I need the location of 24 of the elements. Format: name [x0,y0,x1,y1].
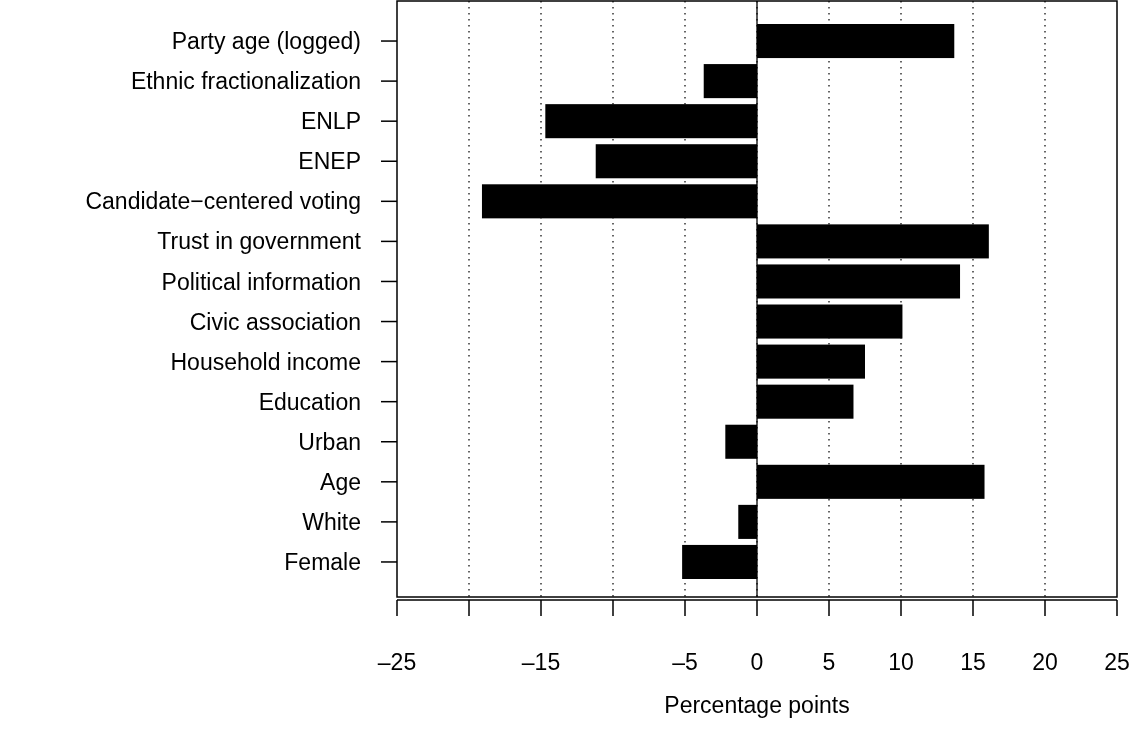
y-tick-label: Education [258,388,361,415]
y-tick-label: White [302,508,361,535]
x-tick-label: 10 [888,649,914,675]
x-axis-title: Percentage points [664,692,850,718]
y-tick-label: Household income [170,348,361,375]
y-tick-label: Candidate−centered voting [85,188,361,215]
y-tick-label: Female [284,549,361,576]
y-tick-label: Political information [161,268,361,295]
y-tick-label: Party age (logged) [171,28,361,55]
x-tick-label: 15 [960,649,986,675]
y-tick-label: ENLP [300,108,361,135]
x-tick-label: 0 [750,649,764,675]
y-tick-label: Trust in government [157,228,362,255]
x-tick-label: –5 [672,649,698,675]
y-tick-label: ENEP [298,148,361,175]
x-tick-label: 25 [1104,649,1130,675]
x-tick-label: 20 [1032,649,1058,675]
y-tick-label: Urban [298,428,361,455]
y-tick-label: Civic association [189,308,361,335]
y-tick-label: Ethnic fractionalization [130,68,361,95]
x-tick-label: –25 [377,649,417,675]
x-tick-label: 5 [822,649,836,675]
x-tick-label: –15 [521,649,561,675]
y-tick-label: Age [320,468,361,495]
